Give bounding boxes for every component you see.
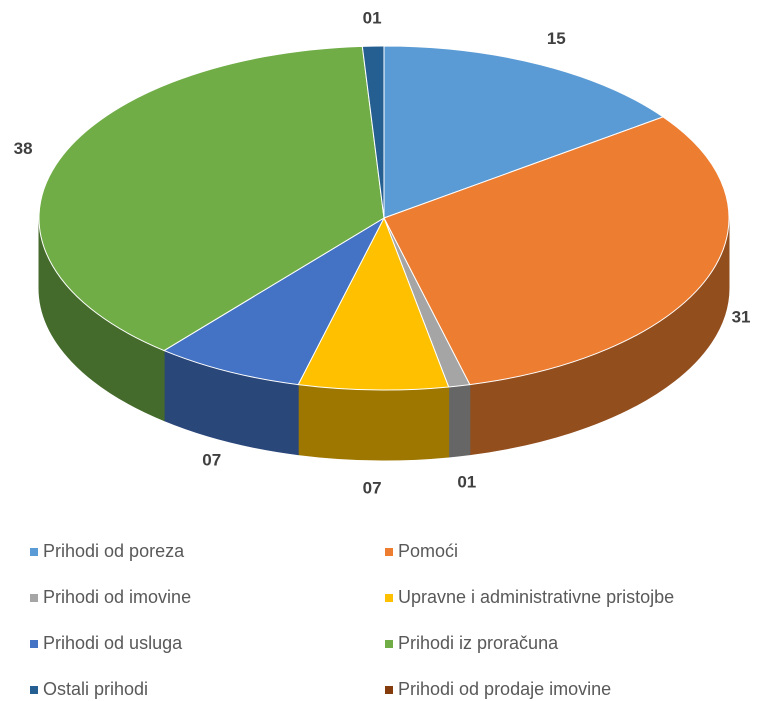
legend-swatch [30, 686, 38, 694]
slice [38, 45, 385, 352]
legend-swatch [385, 594, 393, 602]
slice [383, 45, 665, 219]
legend-label: Pomoći [398, 541, 458, 561]
slice [361, 45, 385, 219]
slice-side [448, 384, 471, 458]
data-label: 07 [202, 450, 221, 469]
data-label: 01 [363, 8, 382, 27]
legend-label: Prihodi od usluga [43, 633, 183, 653]
data-label: 07 [363, 479, 382, 498]
slice [297, 216, 450, 391]
data-label: 38 [14, 139, 33, 158]
data-label: 01 [457, 472, 476, 491]
slice [162, 216, 386, 386]
legend-swatch [30, 548, 38, 556]
legend-swatch [30, 594, 38, 602]
legend-swatch [385, 686, 393, 694]
legend-label: Prihodi od poreza [43, 541, 185, 561]
data-label: 15 [547, 29, 566, 48]
legend-label: Prihodi od prodaje imovine [398, 679, 611, 699]
slice-side [297, 384, 450, 461]
data-label: 31 [732, 307, 751, 326]
slice [383, 116, 730, 386]
legend-label: Prihodi od imovine [43, 587, 191, 607]
legend-swatch [30, 640, 38, 648]
legend-swatch [385, 548, 393, 556]
legend-swatch [385, 640, 393, 648]
legend-label: Ostali prihodi [43, 679, 148, 699]
legend-label: Prihodi iz proračuna [398, 633, 559, 653]
legend-label: Upravne i administrativne pristojbe [398, 587, 674, 607]
